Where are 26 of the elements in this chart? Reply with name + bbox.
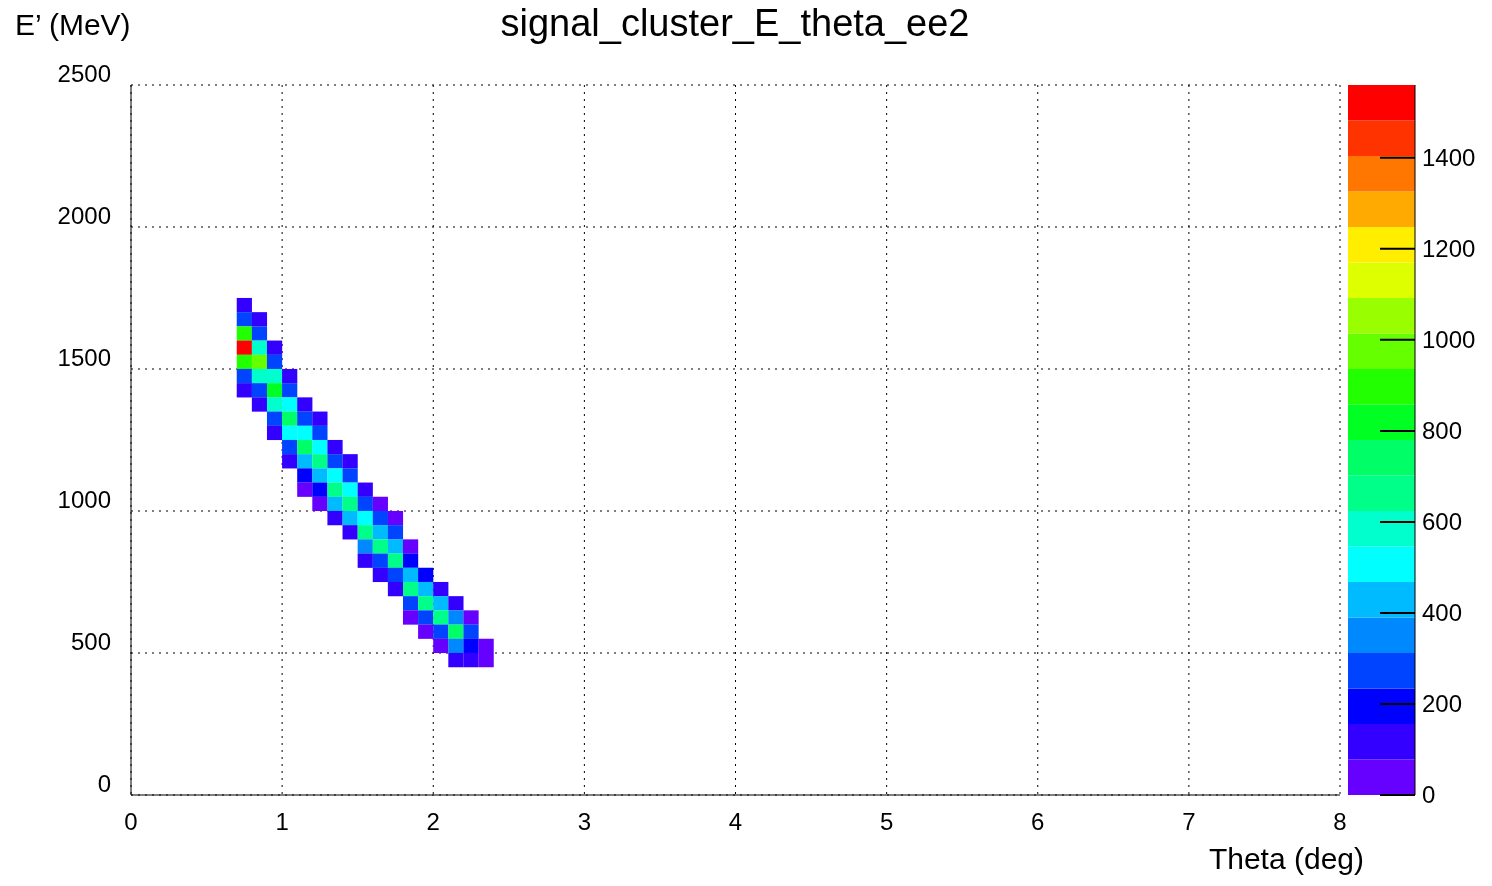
y-axis-title: E’ (MeV)	[15, 8, 131, 42]
x-axis-title: Theta (deg)	[1208, 842, 1364, 876]
color-bar-label: 600	[1422, 507, 1463, 535]
x-tick-label: 5	[879, 808, 894, 836]
chart-title: signal_cluster_E_theta_ee2	[500, 2, 970, 44]
y-tick-label: 500	[70, 627, 111, 655]
color-bar-label: 200	[1422, 689, 1463, 717]
y-tick-label: 1500	[57, 343, 111, 371]
y-tick-label: 2500	[57, 59, 111, 87]
color-bar-label: 1400	[1422, 143, 1476, 171]
x-tick-label: 4	[728, 808, 743, 836]
y-tick-label: 2000	[57, 201, 111, 229]
color-bar-label: 1000	[1422, 325, 1476, 353]
color-bar-label: 800	[1422, 416, 1463, 444]
x-tick-label: 6	[1031, 808, 1045, 836]
y-tick-label: 0	[97, 769, 111, 797]
x-tick-label: 0	[124, 808, 138, 836]
x-tick-label: 8	[1333, 808, 1347, 836]
color-bar-label: 1200	[1422, 234, 1476, 262]
x-tick-label: 3	[577, 808, 592, 836]
x-tick-label: 7	[1182, 808, 1196, 836]
x-tick-label: 2	[426, 808, 440, 836]
color-bar-label: 0	[1422, 781, 1436, 808]
y-tick-label: 1000	[57, 485, 111, 513]
x-tick-label: 1	[275, 808, 289, 836]
color-bar-label: 400	[1422, 598, 1463, 626]
